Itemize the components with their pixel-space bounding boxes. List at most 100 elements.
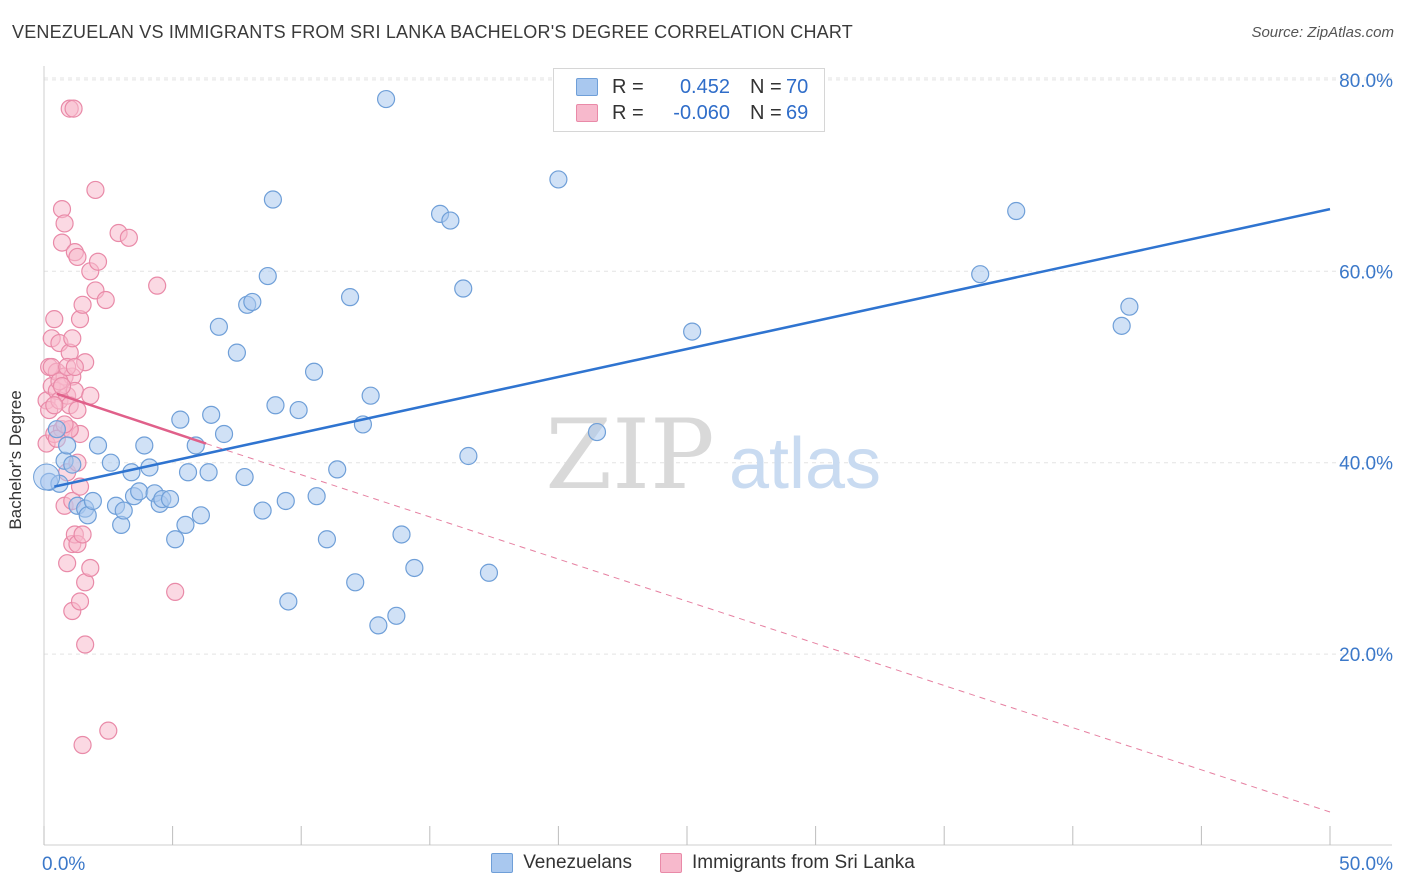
sri-lanka-point (45, 396, 64, 415)
venezuelan-point (263, 190, 283, 209)
legend-r-value: 0.452 (679, 75, 730, 98)
sri-lanka-point (88, 252, 108, 271)
venezuelan-point (304, 362, 324, 381)
venezuelan-point (328, 460, 347, 479)
legend-r-value: -0.060 (673, 101, 730, 124)
y-tick-label: 20.0% (1339, 645, 1393, 666)
legend-swatch-blue (491, 853, 514, 873)
venezuelan-point (317, 530, 337, 549)
venezuelan-point (258, 266, 277, 286)
legend-swatch-blue (576, 78, 598, 96)
sri-lanka-point (81, 558, 100, 578)
sri-lanka-point (96, 290, 115, 310)
venezuelan-point (235, 467, 254, 487)
legend-n-value: 70 (786, 75, 809, 98)
legend-label-sri-lanka: Immigrants from Sri Lanka (692, 852, 915, 873)
venezuelan-point (47, 420, 66, 439)
venezuelan-point (253, 501, 272, 520)
legend-row-venezuelans: R = 0.452 N = 70 (576, 75, 808, 99)
venezuelan-point (214, 424, 234, 444)
legend-r-label: R = (612, 75, 644, 98)
venezuelan-point (454, 279, 473, 298)
venezuelan-point (441, 211, 460, 230)
watermark-zip: ZIP (545, 399, 714, 511)
venezuelan-point (63, 455, 82, 474)
sri-lanka-point (99, 721, 118, 740)
series-venezuelans-points (33, 89, 1139, 635)
legend-item-sri-lanka[interactable]: Immigrants from Sri Lanka (660, 852, 915, 874)
venezuelan-point (191, 506, 210, 525)
venezuelan-point (289, 400, 308, 420)
sri-lanka-trend-line (56, 392, 207, 445)
sri-lanka-point (86, 180, 105, 200)
sri-lanka-point (68, 400, 87, 420)
sri-lanka-point (119, 228, 138, 247)
sri-lanka-point (52, 233, 72, 252)
venezuelan-point (392, 525, 411, 544)
venezuelan-point (266, 396, 285, 415)
venezuelan-point (1007, 201, 1026, 221)
sri-lanka-point (63, 329, 82, 348)
sri-lanka-point (58, 554, 77, 573)
venezuelan-point (199, 463, 218, 482)
venezuelan-point (243, 292, 262, 312)
sri-lanka-point (52, 377, 72, 396)
sri-lanka-point (45, 310, 64, 329)
sri-lanka-point (166, 582, 185, 601)
venezuelan-point (176, 515, 195, 535)
venezuelan-point (58, 436, 77, 455)
venezuelan-point (307, 487, 326, 506)
venezuelan-point (1112, 316, 1131, 335)
venezuelan-point (1120, 297, 1139, 316)
venezuelan-point (549, 170, 568, 189)
venezuelan-point (361, 386, 380, 405)
venezuelans-trend-line (54, 207, 1331, 488)
chart-title: VENEZUELAN VS IMMIGRANTS FROM SRI LANKA … (12, 22, 853, 42)
watermark: ZIP atlas (545, 399, 881, 511)
y-tick-label: 40.0% (1339, 454, 1393, 475)
sri-lanka-point (68, 247, 87, 267)
sri-lanka-point (73, 735, 92, 755)
y-tick-label: 80.0% (1339, 71, 1393, 92)
legend-item-venezuelans[interactable]: Venezuelans (491, 852, 632, 874)
venezuelan-point (587, 422, 607, 442)
legend-r-label: R = (612, 101, 644, 124)
sri-lanka-point (65, 357, 84, 377)
venezuelan-point (346, 573, 365, 592)
venezuelan-point (209, 317, 228, 336)
venezuelan-point (101, 453, 120, 472)
venezuelan-point (227, 343, 246, 362)
venezuelan-point (279, 592, 298, 611)
venezuelan-point (166, 530, 185, 549)
watermark-atlas: atlas (729, 424, 881, 504)
venezuelan-point (171, 410, 190, 429)
grid-layer (44, 77, 1392, 655)
venezuelan-point (387, 606, 406, 625)
sri-lanka-point (64, 99, 83, 118)
venezuelan-point (178, 463, 198, 482)
legend-label-venezuelans: Venezuelans (523, 852, 633, 873)
venezuelan-point (369, 616, 388, 635)
venezuelan-point (479, 563, 499, 582)
venezuelan-point (33, 463, 61, 491)
y-tick-label: 60.0% (1339, 262, 1393, 283)
venezuelan-point (276, 491, 295, 511)
venezuelan-point (405, 558, 424, 578)
legend-n-value: 69 (786, 101, 809, 124)
legend-row-sri-lanka: R = -0.060 N = 69 (576, 101, 808, 125)
source-credit: Source: ZipAtlas.com (1251, 24, 1394, 41)
venezuelan-point (114, 501, 133, 520)
venezuelan-point (459, 446, 478, 466)
trend-lines (54, 207, 1331, 813)
tick-labels: 20.0% 40.0% 60.0% 80.0% 0.0% 50.0% (42, 71, 1393, 875)
correlation-legend: R = 0.452 N = 70 R = -0.060 N = 69 (553, 68, 825, 132)
series-legend: Venezuelans Immigrants from Sri Lanka (0, 852, 1406, 874)
sri-lanka-point (148, 276, 167, 295)
sri-lanka-point (70, 592, 90, 611)
legend-swatch-pink (660, 853, 683, 873)
venezuelan-point (135, 436, 154, 455)
x-tick-label: 50.0% (1339, 854, 1393, 875)
venezuelan-point (202, 405, 221, 424)
x-tick-label: 0.0% (42, 854, 85, 875)
